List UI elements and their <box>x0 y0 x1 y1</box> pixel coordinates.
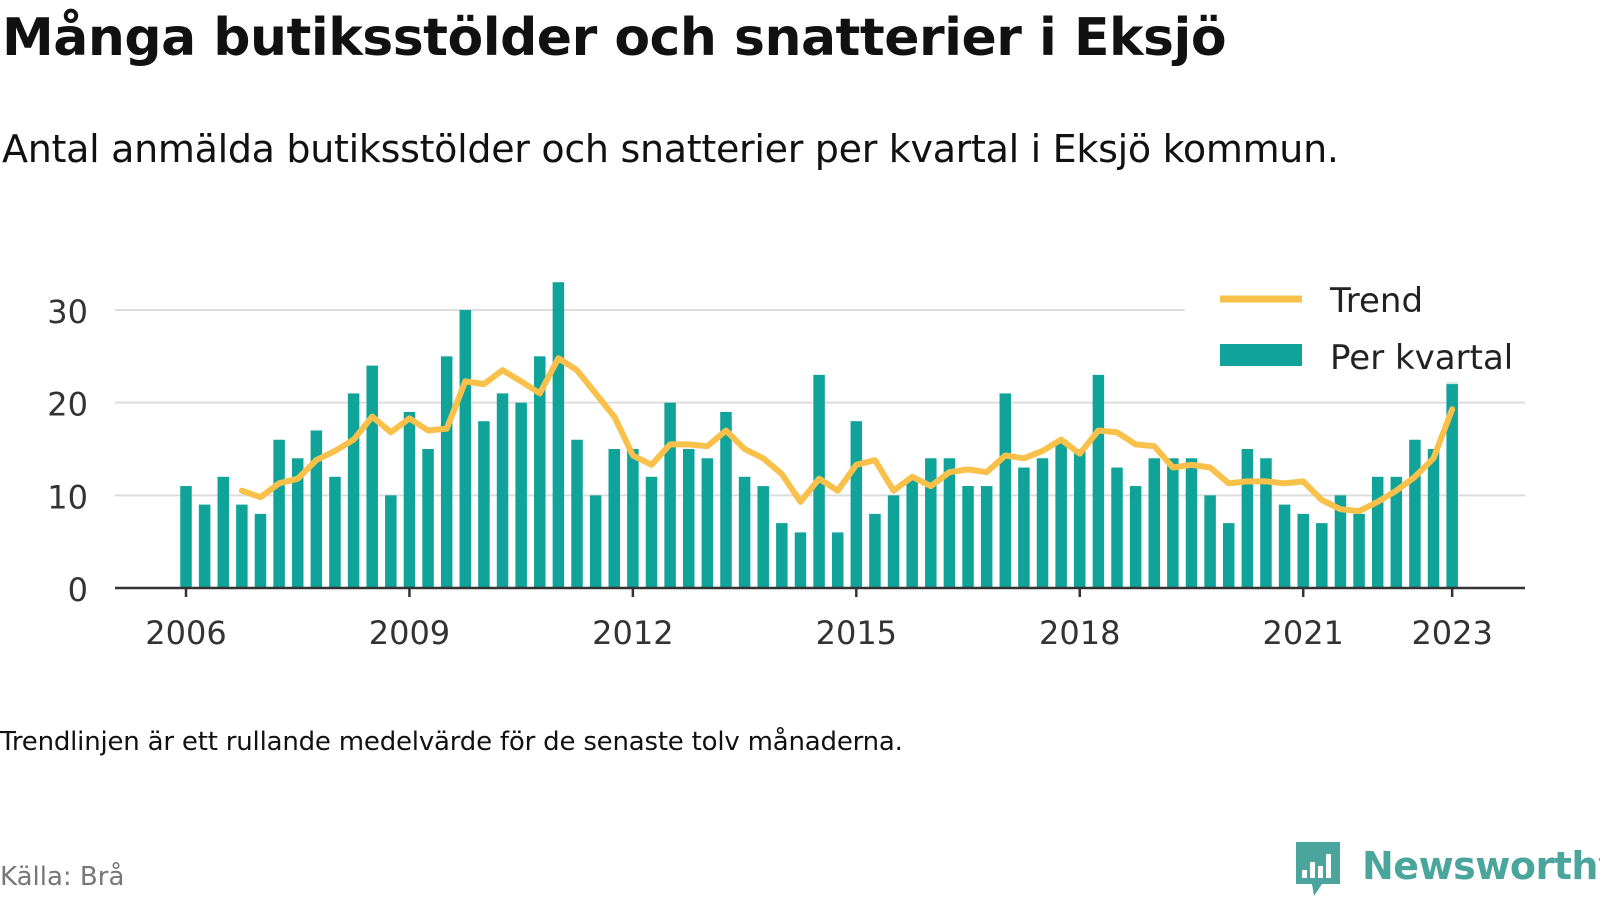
bar <box>1371 476 1384 588</box>
bar <box>1278 504 1291 588</box>
bar <box>1316 523 1328 588</box>
bar <box>627 449 639 588</box>
bar <box>1427 449 1440 588</box>
bar <box>515 402 527 588</box>
chart-note: Trendlinjen är ett rullande medelvärde f… <box>0 727 903 757</box>
bar <box>1036 458 1049 588</box>
bar <box>589 495 602 588</box>
bar <box>571 439 583 588</box>
y-tick-label: 0 <box>68 571 88 609</box>
bar-line-chart: 0 10 20 30 2006 2009 2012 2015 2018 2021 2023 Tren… <box>47 272 1525 652</box>
bar <box>1241 449 1254 588</box>
bar <box>1111 467 1123 588</box>
newsworthy-logo-icon <box>1296 842 1340 896</box>
bar <box>198 504 211 588</box>
bar <box>794 532 807 588</box>
bar <box>347 393 360 588</box>
bar <box>1390 476 1403 588</box>
y-tick-label: 30 <box>47 293 88 331</box>
bar <box>310 430 323 588</box>
chart-title: Många butiksstölder och snatterier i Eks… <box>2 8 1227 68</box>
bar <box>645 476 658 588</box>
bar <box>776 523 788 588</box>
axes: 0 10 20 30 2006 2009 2012 2015 2018 2021 2023 <box>47 293 1525 652</box>
x-tick-label: 2006 <box>145 614 226 652</box>
legend-bar-label: Per kvartal <box>1330 338 1513 378</box>
bar <box>291 458 304 588</box>
bar <box>217 476 229 588</box>
bar <box>887 495 900 588</box>
bar <box>850 421 863 588</box>
bar <box>1446 384 1458 588</box>
bar <box>980 486 993 588</box>
bar <box>943 458 956 588</box>
bar <box>236 504 248 588</box>
bar <box>329 476 341 588</box>
bar <box>1409 439 1421 588</box>
y-tick-label: 20 <box>47 386 88 424</box>
bar <box>496 393 509 588</box>
bar <box>1334 495 1347 588</box>
bar <box>1185 458 1198 588</box>
bar <box>440 356 453 588</box>
bar <box>366 365 378 588</box>
bar <box>1353 513 1365 588</box>
bars <box>180 282 1458 588</box>
x-tick-label: 2009 <box>369 614 450 652</box>
bar <box>459 310 472 588</box>
bar <box>1092 374 1105 588</box>
bar <box>1055 439 1067 588</box>
bar <box>1018 467 1030 588</box>
bar <box>682 449 695 588</box>
bar <box>869 513 881 588</box>
bar <box>701 458 714 588</box>
bar <box>273 439 285 588</box>
x-tick-label: 2012 <box>592 614 673 652</box>
bar <box>1297 513 1309 588</box>
bar <box>831 532 844 588</box>
bar <box>478 421 490 588</box>
bar <box>534 356 546 588</box>
x-tick-label: 2018 <box>1039 614 1120 652</box>
bar <box>1148 458 1160 588</box>
bar <box>1260 458 1272 588</box>
bar <box>1222 523 1235 588</box>
legend: Trend Per kvartal <box>1185 272 1525 382</box>
bar <box>1204 495 1216 588</box>
bar <box>962 486 974 588</box>
x-tick-label: 2023 <box>1411 614 1492 652</box>
x-tick-label: 2015 <box>816 614 897 652</box>
bar <box>254 513 267 588</box>
bar <box>1074 449 1086 588</box>
bar <box>403 411 416 588</box>
bar <box>757 486 769 588</box>
bar <box>906 476 918 588</box>
bar <box>180 486 192 588</box>
bar <box>720 411 732 588</box>
chart-subtitle: Antal anmälda butiksstölder och snatteri… <box>2 127 1339 171</box>
trend-line-layer <box>238 355 1456 515</box>
x-tick-label: 2021 <box>1262 614 1343 652</box>
bar <box>422 449 434 588</box>
source-credit: Källa: Brå <box>0 862 125 892</box>
bar <box>385 495 397 588</box>
legend-trend-label: Trend <box>1329 281 1423 321</box>
bar <box>552 282 565 588</box>
bar <box>999 393 1012 588</box>
bar <box>608 449 621 588</box>
y-tick-label: 10 <box>47 478 88 516</box>
legend-bar-swatch <box>1220 344 1302 366</box>
bar <box>1129 486 1142 588</box>
trend-line <box>238 355 1456 515</box>
bar <box>1167 458 1179 588</box>
brand-name: Newsworthy <box>1362 844 1600 888</box>
bar <box>738 476 751 588</box>
bar <box>925 458 937 588</box>
bar <box>664 402 676 588</box>
